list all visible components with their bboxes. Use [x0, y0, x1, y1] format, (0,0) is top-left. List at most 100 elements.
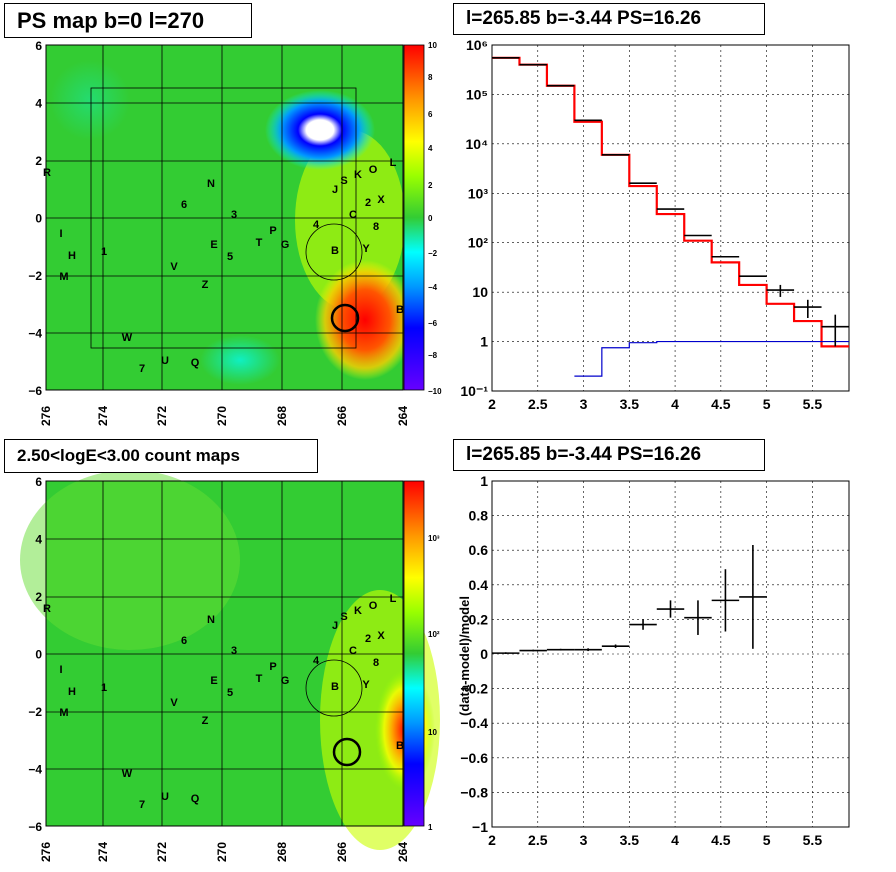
model-step-line	[574, 340, 849, 377]
source-label-G: G	[281, 675, 290, 687]
y-tick-label: −0.6	[460, 750, 488, 766]
source-label-5: 5	[227, 251, 233, 263]
y-tick-label: 0	[480, 646, 488, 662]
residuals-y-axis-label: (data-model)/model	[457, 596, 472, 716]
source-label-U: U	[161, 355, 169, 367]
y-tick-label: −6	[28, 384, 42, 398]
source-label-T: T	[256, 237, 263, 249]
ts-map-cold-region	[265, 90, 375, 170]
source-label-4: 4	[313, 219, 320, 231]
source-label-W: W	[122, 332, 133, 344]
y-tick-label: 0	[35, 212, 42, 226]
source-label-Q: Q	[191, 357, 200, 369]
source-label-K: K	[354, 169, 362, 181]
source-label-S: S	[340, 611, 347, 623]
y-tick-label: 10⁴	[466, 136, 489, 152]
x-tick-label: 5.5	[803, 396, 823, 412]
ts-colorbar	[403, 44, 425, 391]
source-label-B: B	[396, 740, 404, 752]
source-label-V: V	[170, 261, 178, 273]
x-tick-label: 268	[275, 842, 289, 862]
source-label-R: R	[43, 167, 51, 179]
colorbar-tick-label: 2	[428, 181, 433, 190]
x-tick-label: 2	[488, 832, 496, 848]
y-tick-label: 4	[35, 97, 42, 111]
x-tick-label: 5	[763, 396, 771, 412]
colorbar-tick-label: 10	[428, 41, 437, 50]
source-label-3: 3	[231, 645, 237, 657]
source-label-K: K	[354, 605, 362, 617]
source-label-6: 6	[181, 635, 187, 647]
source-label-X: X	[377, 630, 385, 642]
source-label-7: 7	[139, 363, 145, 375]
x-tick-label: 3.5	[620, 396, 640, 412]
x-tick-label: 268	[275, 406, 289, 426]
count-map-grid	[46, 481, 403, 826]
x-tick-label: 4	[671, 832, 679, 848]
ts-map-frame	[45, 44, 404, 391]
residuals-title: l=265.85 b=-3.44 PS=16.26	[453, 439, 765, 471]
source-label-N: N	[207, 178, 215, 190]
source-label-Z: Z	[202, 279, 209, 291]
x-tick-label: 264	[396, 842, 410, 862]
y-tick-label: 10³	[468, 185, 489, 201]
colorbar-tick-label: 10³	[428, 534, 440, 543]
x-tick-label: 3	[580, 832, 588, 848]
residuals-data-points	[492, 545, 767, 654]
count-map-light-region	[20, 470, 240, 650]
ts-map-title: PS map b=0 l=270	[4, 3, 252, 38]
source-label-M: M	[59, 271, 68, 283]
count-map-source-labels: R IHM 1 N 6 3 E5 V Z W U 7 Q TPG 4 JS K OL 2 X C 8Y B B	[43, 593, 404, 811]
source-label-B: B	[396, 304, 404, 316]
source-label-P: P	[269, 661, 276, 673]
y-tick-label: 2	[35, 590, 42, 604]
spectrum-x-ticks: 2 2.5 3 3.5 4 4.5 5 5.5	[488, 396, 822, 412]
y-tick-label: −0.2	[460, 681, 488, 697]
source-label-C: C	[349, 209, 357, 221]
source-label-U: U	[161, 791, 169, 803]
source-label-8: 8	[373, 657, 379, 669]
ts-map-hot-region	[315, 260, 415, 380]
source-label-8: 8	[373, 221, 379, 233]
count-colorbar-ticks: 10³ 10² 10 1	[428, 534, 440, 832]
colorbar-tick-label: −6	[428, 319, 438, 328]
source-label-E: E	[210, 239, 217, 251]
x-tick-label: 2.5	[528, 832, 548, 848]
colorbar-tick-label: 6	[428, 110, 433, 119]
ts-colorbar-ticks: 10 8 6 4 2 0 −2 −4 −6 −8 −10	[428, 41, 442, 396]
y-tick-label: 10	[472, 284, 488, 300]
spectrum-frame	[491, 44, 850, 392]
y-tick-label: 0.4	[469, 577, 489, 593]
source-label-W: W	[122, 768, 133, 780]
colorbar-tick-label: 1	[428, 823, 433, 832]
ts-map-y-ticks: 6 4 2 0 −2 −4 −6	[28, 39, 42, 398]
source-label-B: B	[331, 681, 339, 693]
source-label-2: 2	[365, 197, 371, 209]
y-tick-label: 6	[35, 475, 42, 489]
y-tick-label: −2	[28, 705, 42, 719]
x-tick-label: 270	[215, 842, 229, 862]
y-tick-label: 1	[480, 334, 488, 350]
source-label-Y: Y	[362, 243, 370, 255]
y-tick-label: 2	[35, 154, 42, 168]
y-tick-label: 0.6	[469, 542, 489, 558]
x-tick-label: 266	[335, 842, 349, 862]
source-label-L: L	[390, 593, 397, 605]
ts-map-cyan-blob	[50, 60, 130, 140]
count-colorbar	[403, 480, 425, 827]
y-tick-label: 10⁵	[466, 86, 488, 102]
y-tick-label: 1	[480, 473, 488, 489]
source-label-B: B	[331, 245, 339, 257]
y-tick-label: 0.2	[469, 611, 489, 627]
ts-map-roi-circle	[305, 223, 363, 281]
source-label-O: O	[369, 600, 378, 612]
x-tick-label: 2	[488, 396, 496, 412]
y-tick-label: 10²	[468, 235, 489, 251]
x-tick-label: 3.5	[620, 832, 640, 848]
source-label-O: O	[369, 164, 378, 176]
colorbar-tick-label: 4	[428, 144, 433, 153]
colorbar-tick-label: −10	[428, 387, 442, 396]
y-tick-label: −0.8	[460, 784, 488, 800]
count-map-title: 2.50<logE<3.00 count maps	[4, 439, 318, 473]
x-tick-label: 264	[396, 406, 410, 426]
